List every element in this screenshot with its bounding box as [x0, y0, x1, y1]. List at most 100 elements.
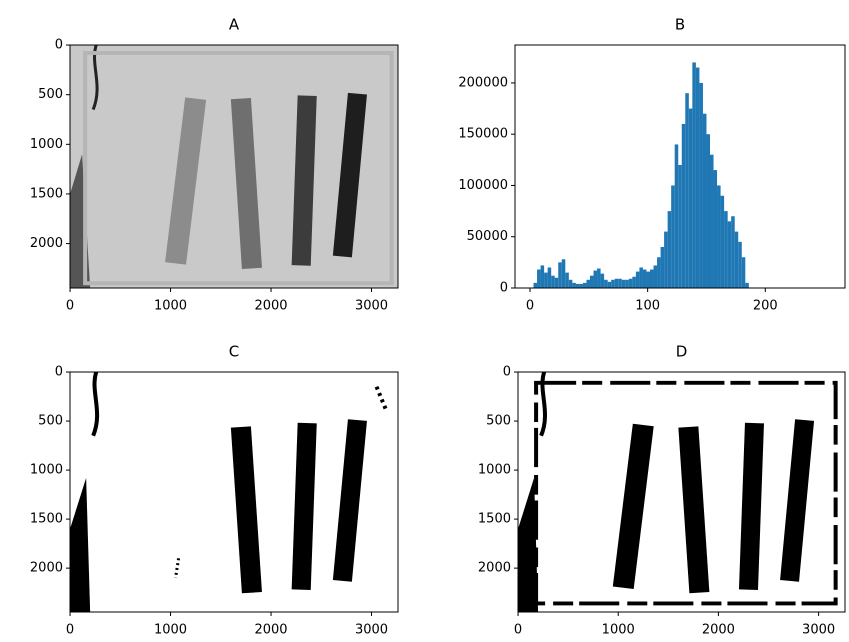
- histogram-bar: [734, 231, 739, 288]
- histogram-bar: [579, 283, 583, 288]
- y-tick-label: 2000: [30, 236, 63, 251]
- histogram-bar: [653, 265, 658, 288]
- x-tick-label: 2000: [254, 299, 287, 314]
- histogram-bar: [639, 267, 643, 288]
- histogram-bar: [572, 282, 576, 288]
- histogram-bar: [699, 82, 703, 288]
- histogram-bar: [558, 262, 562, 288]
- y-tick-label: 1500: [478, 512, 511, 527]
- image-clip: [518, 372, 845, 612]
- y-tick-label: 2000: [30, 561, 63, 576]
- histogram-bar: [561, 259, 566, 288]
- histogram-bar: [575, 283, 580, 288]
- y-tick-label: 1000: [478, 463, 511, 478]
- title: A: [229, 16, 240, 34]
- histogram-bar: [657, 257, 661, 288]
- histogram-bar: [695, 67, 700, 288]
- y-tick-label: 1500: [30, 512, 63, 527]
- axes-frame: [69, 44, 399, 289]
- y-tick-label: 0: [55, 38, 63, 53]
- x-tick-label: 100: [635, 299, 660, 314]
- histogram-bar: [618, 278, 622, 288]
- histogram-bar: [731, 216, 735, 288]
- x-tick-label: 0: [66, 299, 74, 314]
- x-tick-label: 1000: [154, 623, 187, 638]
- histogram-bar: [650, 269, 654, 288]
- histogram-bar: [667, 211, 672, 288]
- histogram-bar: [741, 257, 746, 288]
- y-tick-label: 0: [55, 365, 63, 380]
- histogram-bar: [720, 195, 725, 288]
- y-tick-label: 50000: [467, 229, 508, 244]
- image-c: [70, 372, 398, 612]
- y-tick-label: 150000: [458, 127, 508, 142]
- image-d: [518, 372, 845, 612]
- axes-frame: [69, 371, 399, 613]
- histogram-bar: [660, 246, 665, 288]
- histogram-bar: [702, 113, 707, 289]
- histogram-bar: [745, 282, 749, 288]
- x-tick-label: 1000: [154, 299, 187, 314]
- x-tick-label: 3000: [355, 299, 388, 314]
- histogram-bar: [593, 270, 598, 288]
- y-tick-label: 0: [503, 365, 511, 380]
- x-tick-label: 200: [753, 299, 778, 314]
- histogram-bar: [685, 93, 689, 288]
- histogram-bar: [713, 170, 718, 288]
- y-tick-label: 0: [500, 281, 508, 296]
- histogram-bar: [646, 271, 650, 288]
- histogram-bar: [621, 279, 626, 288]
- histogram-bar: [710, 154, 714, 288]
- histogram-bar: [604, 279, 608, 288]
- x-tick-label: 0: [514, 623, 522, 638]
- x-tick-label: 3000: [802, 623, 835, 638]
- histogram-bar: [717, 185, 721, 288]
- y-tick-label: 1500: [30, 186, 63, 201]
- histogram-bar: [551, 275, 555, 288]
- histogram-bar: [607, 281, 612, 288]
- histogram-bar: [692, 62, 696, 289]
- histogram-bar: [724, 211, 728, 288]
- histogram-bar: [625, 279, 629, 288]
- histogram-bar: [628, 278, 633, 288]
- histogram-bar: [678, 164, 682, 288]
- x-tick-label: 2000: [254, 623, 287, 638]
- histogram-bar: [590, 275, 594, 288]
- histogram-bar: [565, 272, 569, 288]
- y-tick-label: 500: [38, 87, 63, 102]
- x-tick-label: 0: [526, 299, 534, 314]
- histogram-bar: [547, 267, 552, 288]
- histogram-bar: [632, 276, 636, 288]
- histogram-bar: [688, 108, 693, 289]
- y-tick-label: 100000: [458, 178, 508, 193]
- axes-frame: [514, 44, 846, 289]
- histogram-bar: [674, 144, 679, 288]
- histogram-bar: [681, 123, 686, 288]
- image-clip: [70, 372, 398, 612]
- histogram-bar: [614, 278, 619, 288]
- histogram-bar: [568, 279, 573, 288]
- histogram-bar: [706, 134, 710, 288]
- histogram-bar: [611, 279, 615, 288]
- histogram-bar: [671, 185, 675, 288]
- histogram-bar: [727, 221, 732, 288]
- y-tick-label: 1000: [30, 137, 63, 152]
- histogram-bar: [642, 269, 647, 288]
- histogram-bar: [664, 231, 668, 288]
- histogram-bar: [600, 273, 605, 288]
- axes-frame: [517, 371, 846, 613]
- title: B: [675, 16, 685, 34]
- image-a: [70, 45, 398, 288]
- histogram-bar: [597, 268, 601, 288]
- y-tick-label: 500: [38, 414, 63, 429]
- histogram-bar: [533, 282, 538, 288]
- histogram-bar: [635, 271, 640, 288]
- histogram-bar: [544, 272, 548, 288]
- y-tick-label: 200000: [458, 75, 508, 90]
- title: D: [676, 343, 688, 361]
- y-tick-label: 500: [486, 414, 511, 429]
- y-tick-label: 2000: [478, 561, 511, 576]
- x-tick-label: 3000: [355, 623, 388, 638]
